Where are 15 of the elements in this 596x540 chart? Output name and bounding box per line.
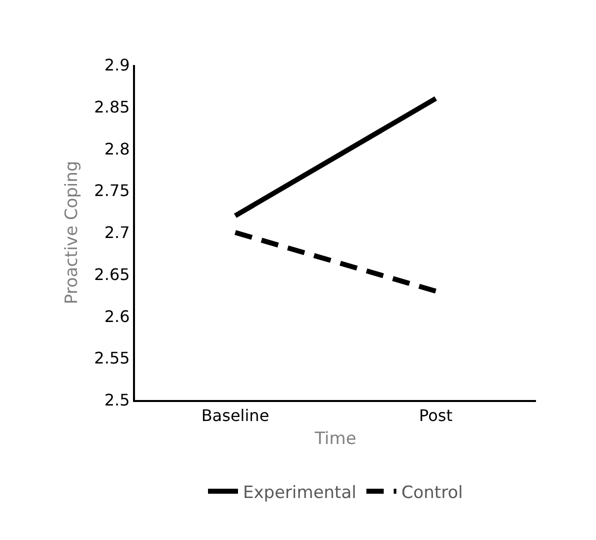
y-tick-label: 2.5	[104, 390, 130, 410]
y-axis-title: Proactive Coping	[62, 160, 82, 304]
y-tick-label: 2.55	[94, 348, 130, 368]
x-tick-label: Baseline	[201, 406, 270, 426]
y-tick-label: 2.65	[94, 264, 130, 284]
y-tick-label: 2.6	[104, 306, 130, 326]
y-tick-label: 2.85	[94, 97, 130, 116]
x-axis-title: Time	[314, 429, 356, 450]
y-tick-label: 2.8	[104, 139, 130, 158]
y-tick-label: 2.9	[104, 56, 130, 75]
legend-label: Experimental	[243, 482, 356, 503]
y-tick-label: 2.75	[94, 181, 130, 200]
legend-label: Control	[401, 482, 463, 503]
x-tick-label: Post	[419, 406, 452, 426]
y-tick-label: 2.7	[104, 223, 130, 242]
